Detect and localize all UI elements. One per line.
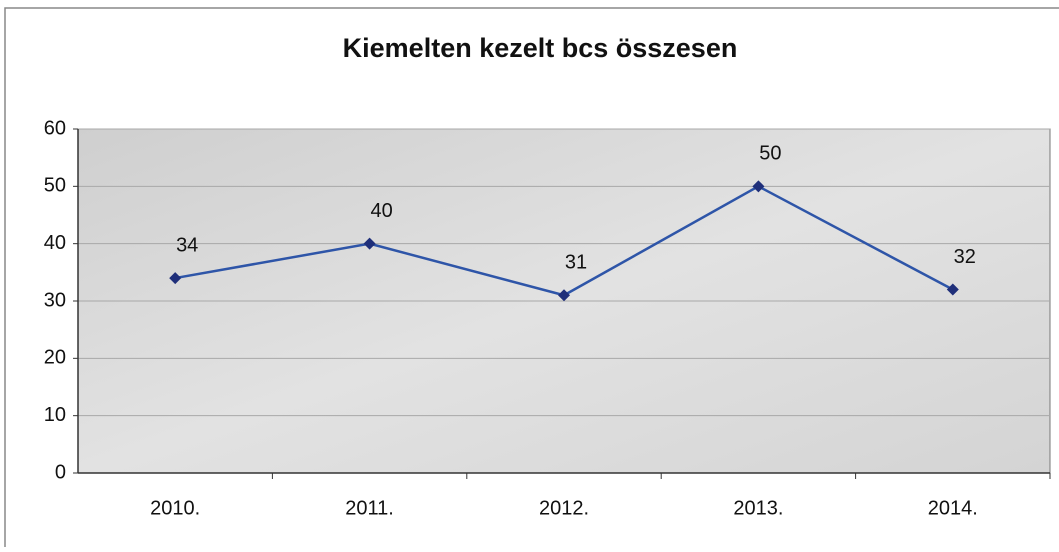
marker: [169, 272, 182, 285]
marker: [363, 237, 376, 250]
data-label: 50: [759, 143, 781, 165]
y-tick-label: 30: [44, 289, 66, 311]
x-tick-label: 2012.: [539, 497, 589, 519]
data-label: 32: [954, 246, 976, 268]
chart-title: Kiemelten kezelt bcs összesen: [343, 33, 738, 63]
y-tick-label: 10: [44, 404, 66, 426]
y-tick-label: 50: [44, 175, 66, 197]
x-tick-label: 2010.: [150, 497, 200, 519]
y-tick-label: 20: [44, 347, 66, 369]
x-tick-label: 2014.: [928, 497, 978, 519]
x-tick-label: 2011.: [345, 497, 394, 519]
data-label: 31: [565, 252, 587, 274]
y-tick-label: 40: [44, 232, 66, 254]
y-tick-label: 0: [55, 461, 66, 483]
data-label: 40: [370, 200, 392, 222]
data-label: 34: [176, 234, 198, 256]
x-tick-label: 2013.: [733, 497, 783, 519]
marker: [946, 283, 959, 296]
marker: [752, 180, 765, 193]
y-tick-label: 60: [44, 117, 66, 139]
marker: [558, 289, 570, 302]
